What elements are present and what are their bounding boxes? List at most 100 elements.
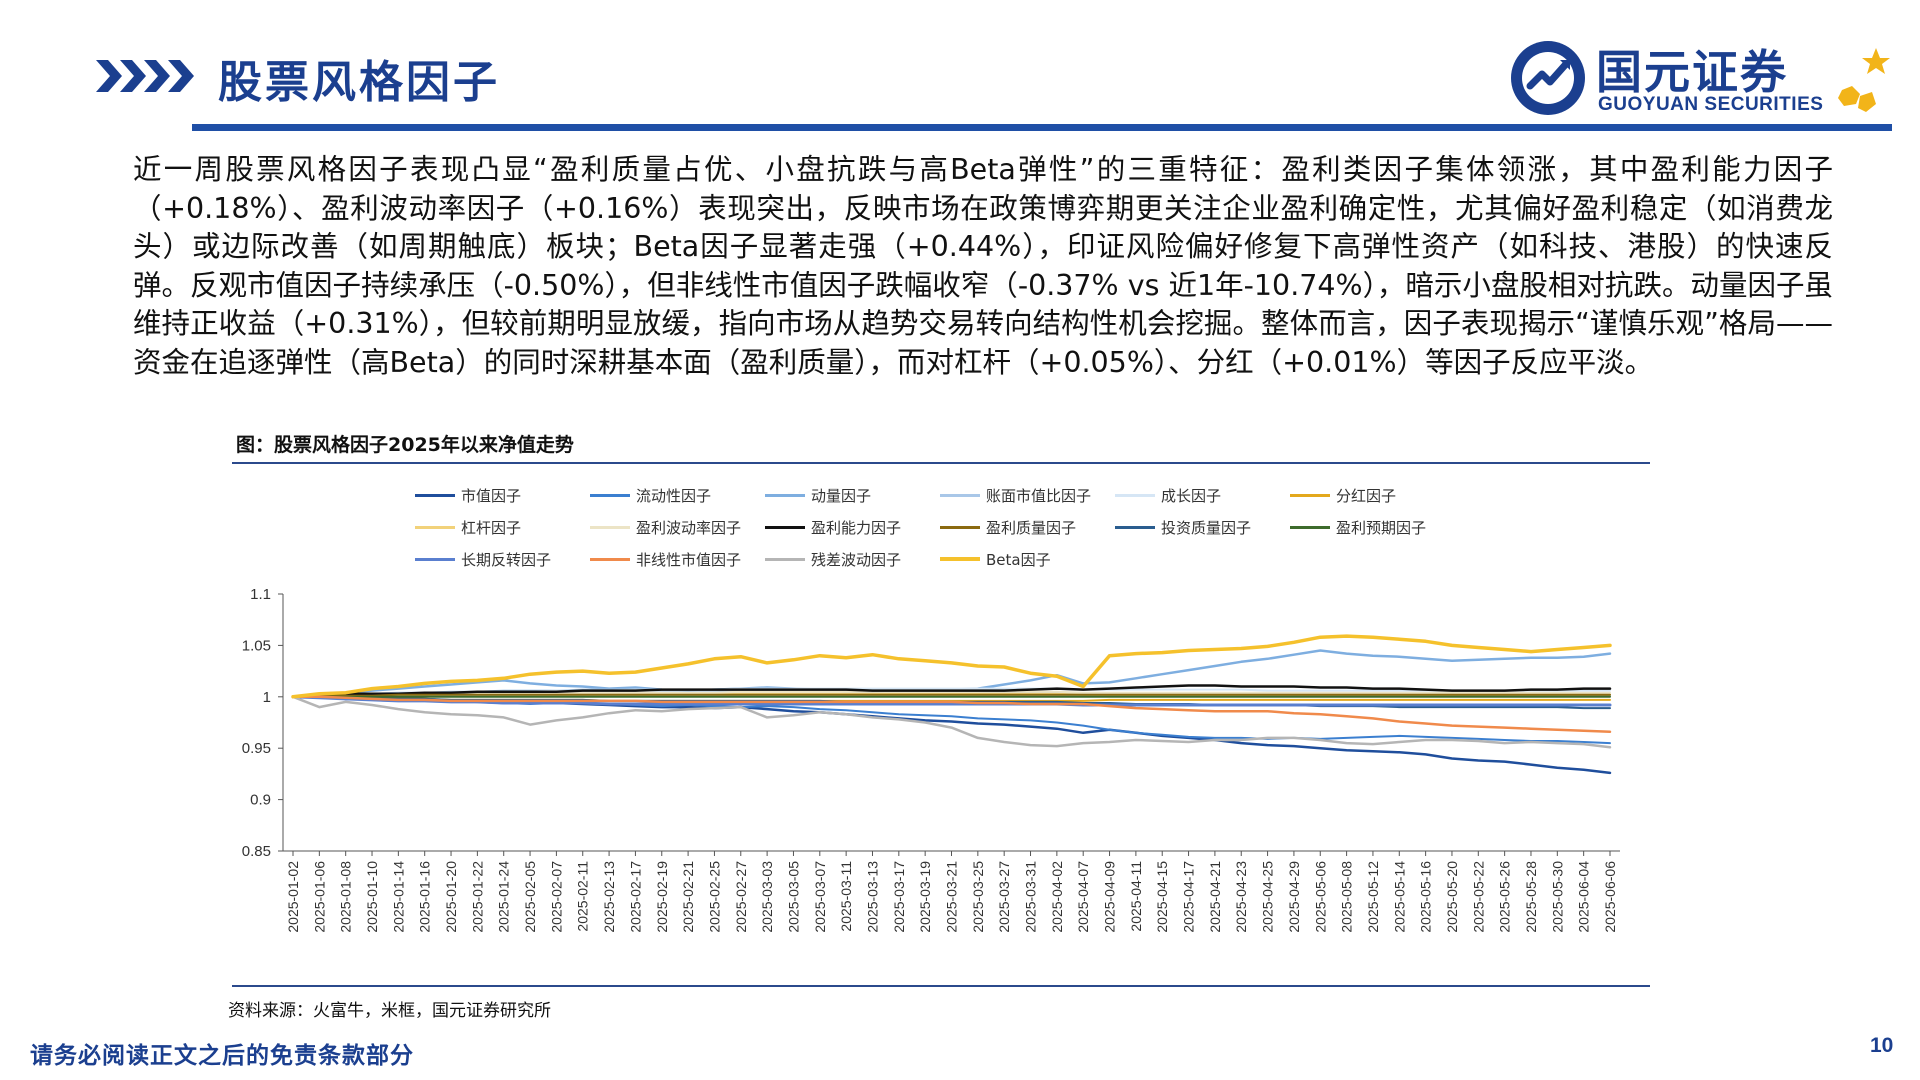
legend-item: 账面市值比因子 [940, 485, 1091, 505]
x-tick-label: 2025-03-21 [944, 861, 960, 933]
x-tick-label: 2025-04-17 [1181, 861, 1197, 933]
x-tick-label: 2025-05-20 [1444, 861, 1460, 933]
x-tick-label: 2025-03-25 [970, 861, 986, 933]
legend-item: 市值因子 [415, 485, 521, 505]
legend-label: 长期反转因子 [461, 550, 552, 569]
x-tick-label: 2025-04-15 [1154, 861, 1170, 933]
x-tick-label: 2025-04-25 [1260, 861, 1276, 933]
legend-label: 市值因子 [461, 486, 522, 505]
legend-swatch [1115, 525, 1155, 529]
body-paragraph: 近一周股票风格因子表现凸显“盈利质量占优、小盘抗跌与高Beta弹性”的三重特征：… [133, 153, 1833, 379]
y-tick-label: 0.85 [242, 843, 271, 860]
y-tick-label: 0.95 [242, 740, 271, 757]
legend-label: 盈利波动率因子 [636, 518, 742, 537]
x-tick-label: 2025-03-11 [838, 861, 854, 932]
star-icon [1838, 48, 1890, 112]
x-tick-label: 2025-01-20 [443, 861, 459, 933]
x-tick-label: 2025-02-27 [733, 861, 749, 933]
legend-swatch [415, 557, 455, 561]
legend-swatch [1290, 493, 1330, 497]
legend-label: 流动性因子 [636, 486, 712, 505]
legend-item: 流动性因子 [590, 485, 711, 505]
legend-label: 盈利质量因子 [986, 518, 1077, 537]
x-tick-label: 2025-05-12 [1365, 861, 1381, 933]
legend-item: 杠杆因子 [415, 517, 521, 537]
x-tick-label: 2025-06-04 [1576, 861, 1592, 933]
legend-item: 盈利能力因子 [765, 517, 901, 537]
x-tick-label: 2025-03-05 [785, 861, 801, 933]
legend-swatch [415, 493, 455, 497]
x-tick-label: 2025-05-08 [1339, 861, 1355, 933]
x-tick-label: 2025-03-27 [996, 861, 1012, 933]
legend-swatch [1290, 525, 1330, 529]
x-tick-label: 2025-01-22 [469, 861, 485, 933]
legend-item: Beta因子 [940, 549, 1051, 569]
x-tick-label: 2025-01-06 [311, 861, 327, 933]
x-tick-label: 2025-05-28 [1523, 861, 1539, 933]
x-tick-label: 2025-04-29 [1286, 861, 1302, 933]
x-tick-label: 2025-02-25 [706, 861, 722, 933]
x-tick-label: 2025-01-02 [285, 861, 301, 933]
x-tick-label: 2025-01-24 [496, 861, 512, 933]
legend-label: 成长因子 [1161, 486, 1222, 505]
figure-bottom-rule [232, 985, 1650, 987]
legend-label: 杠杆因子 [461, 518, 522, 537]
figure-title: 图：股票风格因子2025年以来净值走势 [236, 434, 574, 456]
legend-swatch [415, 525, 455, 529]
series-line-15 [291, 634, 1612, 699]
x-tick-label: 2025-03-03 [759, 861, 775, 933]
series-line-9 [292, 693, 1611, 698]
x-tick-label: 2025-05-26 [1497, 861, 1513, 933]
x-tick-label: 2025-04-21 [1207, 861, 1223, 933]
x-tick-label: 2025-01-08 [338, 861, 354, 933]
legend-swatch [940, 493, 980, 497]
legend-swatch [765, 557, 805, 561]
x-tick-label: 2025-05-30 [1549, 861, 1565, 933]
legend-item: 非线性市值因子 [590, 549, 741, 569]
x-tick-label: 2025-04-02 [1049, 861, 1065, 933]
x-tick-label: 2025-01-16 [417, 861, 433, 933]
legend-swatch [765, 493, 805, 497]
x-tick-label: 2025-03-31 [1023, 861, 1039, 933]
legend-label: 残差波动因子 [811, 550, 902, 569]
series-line-8 [291, 684, 1612, 699]
x-tick-label: 2025-03-13 [864, 861, 880, 933]
x-tick-label: 2025-05-16 [1418, 861, 1434, 933]
legend-swatch [765, 525, 805, 529]
y-tick-label: 1 [263, 689, 271, 706]
x-tick-label: 2025-04-07 [1075, 861, 1091, 933]
header-divider [192, 124, 1892, 131]
legend-item: 盈利预期因子 [1290, 517, 1426, 537]
page-number: 10 [1870, 1034, 1894, 1057]
x-tick-label: 2025-03-17 [891, 861, 907, 933]
legend-item: 成长因子 [1115, 485, 1221, 505]
company-logo: 国元证券 GUOYUAN SECURITIES [1508, 36, 1898, 126]
x-tick-label: 2025-02-07 [548, 861, 564, 933]
line-chart: 0.85 0.9 0.95 1 1.05 1.1 2025-01-02 2025-01-06 2… [242, 586, 1620, 933]
legend-label: 盈利预期因子 [1336, 518, 1427, 537]
x-tick-label: 2025-01-10 [364, 861, 380, 933]
legend-label: 动量因子 [811, 486, 872, 505]
legend-item: 分红因子 [1290, 485, 1396, 505]
legend-item: 动量因子 [765, 485, 871, 505]
x-tick-label: 2025-06-06 [1602, 861, 1618, 933]
y-tick-label: 0.9 [250, 792, 271, 809]
legend-swatch [590, 493, 630, 497]
x-tick-label: 2025-02-21 [680, 861, 696, 933]
guoyuan-logo-icon [1511, 41, 1585, 115]
figure-source: 资料来源：火富牛，米框，国元证券研究所 [228, 1001, 551, 1021]
legend-item: 盈利质量因子 [940, 517, 1076, 537]
legend-item: 长期反转因子 [415, 549, 551, 569]
x-tick-label: 2025-02-17 [627, 861, 643, 933]
x-tick-label: 2025-02-11 [575, 861, 591, 932]
x-tick-label: 2025-04-11 [1128, 861, 1144, 932]
legend-swatch [940, 525, 980, 529]
legend-swatch [940, 557, 980, 561]
legend-item: 投资质量因子 [1115, 517, 1251, 537]
legend-label: 分红因子 [1336, 486, 1397, 505]
x-tick-label: 2025-03-19 [917, 861, 933, 933]
x-tick-label: 2025-01-14 [390, 861, 406, 933]
legend-label: 账面市值比因子 [986, 486, 1092, 505]
x-tick-label: 2025-02-19 [654, 861, 670, 933]
header-chevrons-icon [96, 60, 194, 92]
